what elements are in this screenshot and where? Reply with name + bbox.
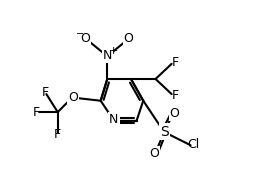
Text: N: N: [109, 113, 119, 126]
Text: F: F: [172, 56, 179, 69]
Text: S: S: [160, 125, 169, 139]
Text: F: F: [33, 106, 40, 119]
Text: +: +: [108, 46, 118, 56]
Text: F: F: [54, 128, 61, 141]
Text: F: F: [42, 86, 49, 99]
Text: −: −: [76, 29, 84, 39]
Text: Cl: Cl: [187, 138, 199, 151]
Text: N: N: [103, 49, 112, 62]
Text: O: O: [149, 147, 159, 160]
Text: O: O: [68, 91, 78, 104]
Text: F: F: [172, 89, 179, 102]
Text: O: O: [124, 32, 134, 45]
Text: O: O: [81, 32, 90, 45]
Text: O: O: [170, 108, 179, 120]
